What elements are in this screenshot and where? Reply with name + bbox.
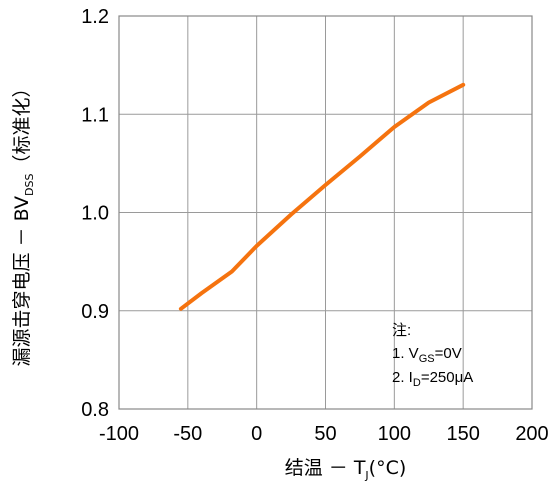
x-tick-label: 200 <box>515 423 548 445</box>
y-axis-title-sub: DSS <box>23 174 36 196</box>
note-line-2-pre: 2. I <box>392 369 413 386</box>
y-tick-label: 1.1 <box>81 104 109 126</box>
note-line-2-post: =250μA <box>421 369 473 386</box>
y-axis-title: 漏源击穿电压 － BVDSS（标准化） <box>11 79 36 367</box>
y-tick-label: 0.9 <box>81 301 109 323</box>
x-tick-label: 100 <box>378 423 411 445</box>
note-line-1-pre: 1. V <box>392 345 419 362</box>
x-tick-label: -50 <box>173 423 202 445</box>
note-line-vgs: 1. VGS=0V <box>392 345 462 365</box>
x-tick-label: 50 <box>314 423 336 445</box>
x-tick-label: 150 <box>446 423 479 445</box>
note-line-1-post: =0V <box>435 345 462 362</box>
note-line-2-sub: D <box>413 377 421 389</box>
test-conditions-note: 注: 1. VGS=0V 2. ID=250μA <box>392 322 473 389</box>
grid <box>118 15 533 410</box>
y-axis-title-main: 漏源击穿电压 － BV <box>11 196 33 367</box>
x-axis-title: 结温 － TJ(°C) <box>285 457 407 482</box>
y-tick-label: 0.8 <box>81 399 109 421</box>
x-axis-title-unit: (°C) <box>369 457 407 479</box>
x-axis-title-main: 结温 － T <box>285 457 366 479</box>
note-line-id: 2. ID=250μA <box>392 369 473 389</box>
x-axis-title-sub: J <box>364 469 368 482</box>
y-tick-labels: 0.8 0.9 1.0 1.1 1.2 <box>81 6 109 421</box>
x-tick-labels: -100 -50 0 50 100 150 200 <box>99 423 549 445</box>
x-tick-label: -100 <box>99 423 139 445</box>
plot-frame <box>118 15 533 410</box>
note-line-1-sub: GS <box>419 353 435 365</box>
series-line <box>178 82 466 311</box>
y-axis-title-suffix: （标准化） <box>11 79 33 174</box>
x-tick-label: 0 <box>251 423 262 445</box>
note-title: 注: <box>392 322 411 339</box>
y-tick-label: 1.2 <box>81 6 109 28</box>
series-layer <box>178 82 466 311</box>
y-tick-label: 1.0 <box>81 203 109 225</box>
